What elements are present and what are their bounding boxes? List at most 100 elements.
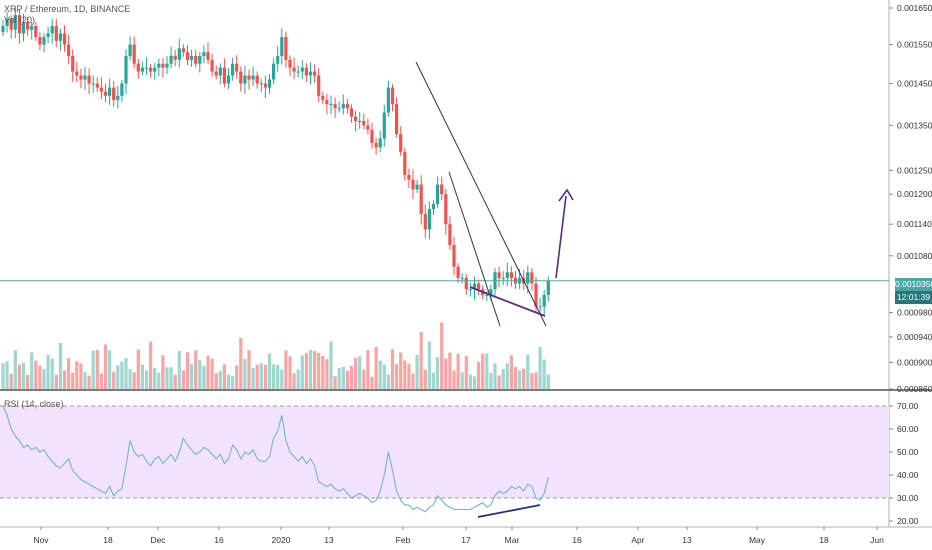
volume-bar — [542, 359, 546, 389]
volume-bar — [493, 363, 497, 389]
symbol-label: XRP / Ethereum, 1D, BINANCE — [4, 4, 131, 14]
rsi-tick-label: 20.00 — [897, 516, 919, 526]
volume-bar — [132, 372, 136, 389]
candle-body — [210, 59, 214, 72]
volume-bar — [214, 373, 218, 389]
candle-body — [79, 75, 83, 80]
candle-body — [534, 283, 538, 307]
price-tick-label: 0.00135000 — [897, 120, 932, 130]
candle-body — [366, 125, 370, 130]
candle-body — [509, 272, 513, 278]
volume-bar — [530, 373, 534, 389]
candle-body — [255, 75, 259, 84]
rsi-divergence-line — [477, 504, 541, 518]
candle-body — [362, 121, 366, 126]
volume-bar — [75, 361, 79, 389]
volume-bar — [501, 369, 505, 389]
candle-body — [239, 71, 243, 84]
candle-body — [419, 184, 423, 215]
candle-body — [497, 272, 501, 278]
volume-bar — [263, 364, 267, 389]
candle-body — [120, 83, 124, 96]
volume-bar — [366, 350, 370, 389]
time-tick-label: Mar — [505, 535, 520, 545]
volume-bar — [247, 350, 251, 389]
candle-body — [460, 277, 464, 279]
candle-body — [407, 175, 411, 180]
volume-bar — [440, 322, 444, 389]
rsi-tick-label: 30.00 — [897, 493, 919, 503]
time-axis: Nov 18 Dec 16 2020 13 Feb 17 Mar 16 Apr 13 May 18 Jun — [33, 527, 884, 545]
volume-bar — [411, 373, 415, 389]
candle-body — [272, 63, 276, 80]
candle-body — [157, 63, 161, 68]
volume-bar — [415, 354, 419, 389]
candle-body — [390, 87, 395, 105]
time-tick-label: 18 — [819, 535, 829, 545]
candle-body — [149, 67, 153, 72]
time-tick-label: Dec — [150, 535, 166, 545]
candle-body — [206, 52, 210, 60]
volume-bar — [231, 375, 235, 389]
rsi-tick-label: 50.00 — [897, 447, 919, 457]
candle-body — [452, 245, 456, 267]
volume-bar — [9, 373, 13, 389]
volume-bar — [419, 331, 423, 389]
volume-bar — [509, 355, 513, 389]
candle-body — [112, 87, 116, 100]
candle-body — [354, 116, 358, 122]
rsi-band — [0, 406, 889, 498]
candle-body — [108, 87, 112, 96]
volume-bar — [308, 349, 313, 389]
volume-bar — [46, 355, 50, 389]
candle-body — [370, 129, 374, 143]
candle-body — [190, 55, 194, 60]
candle-body — [202, 52, 206, 56]
volume-bar — [382, 364, 386, 389]
volume-bar — [423, 369, 427, 389]
rsi-label: RSI (14, close) — [4, 399, 64, 409]
candle-body — [173, 55, 177, 60]
trendline-drawings — [415, 61, 574, 327]
price-tick-label: 0.00125000 — [897, 165, 932, 175]
volume-bar — [538, 346, 542, 389]
candle-body — [235, 63, 239, 72]
time-tick-label: 18 — [103, 535, 113, 545]
candle-body — [440, 184, 444, 195]
volume-bar — [21, 362, 26, 389]
candle-body — [136, 63, 140, 72]
volume-bar — [255, 364, 259, 389]
candle-body — [411, 179, 415, 190]
candlesticks — [1, 8, 550, 316]
volume-bar — [124, 358, 128, 389]
volume-bar — [103, 344, 108, 389]
rsi-pane — [0, 405, 889, 518]
breakout-arrow-shaft — [555, 195, 567, 279]
time-tick-label: Nov — [33, 535, 49, 545]
volume-bar — [79, 363, 83, 389]
volume-bar — [374, 346, 378, 389]
breakout-arrow-head — [558, 188, 574, 202]
volume-bar — [325, 359, 329, 389]
volume-bar — [386, 374, 390, 389]
volume-bar — [169, 367, 173, 389]
candle-body — [247, 75, 251, 80]
price-tick-label: 0.00094000 — [897, 332, 932, 342]
time-tick-label: 16 — [572, 535, 582, 545]
volume-bar — [403, 360, 407, 389]
volume-bar — [505, 363, 509, 389]
rsi-tick-label: 40.00 — [897, 470, 919, 480]
candle-body — [472, 283, 477, 290]
volume-bar — [87, 375, 91, 389]
candle-body — [13, 15, 17, 30]
candle-body — [317, 75, 321, 96]
candle-body — [333, 104, 337, 109]
price-tick-label: 0.00145000 — [897, 79, 932, 89]
wedge-upper-line — [415, 61, 547, 327]
candle-body — [288, 59, 292, 68]
volume-bar — [128, 369, 132, 389]
candle-body — [50, 25, 54, 34]
volume-bar — [185, 352, 190, 389]
volume-bar — [477, 361, 481, 389]
candle-body — [477, 283, 481, 290]
